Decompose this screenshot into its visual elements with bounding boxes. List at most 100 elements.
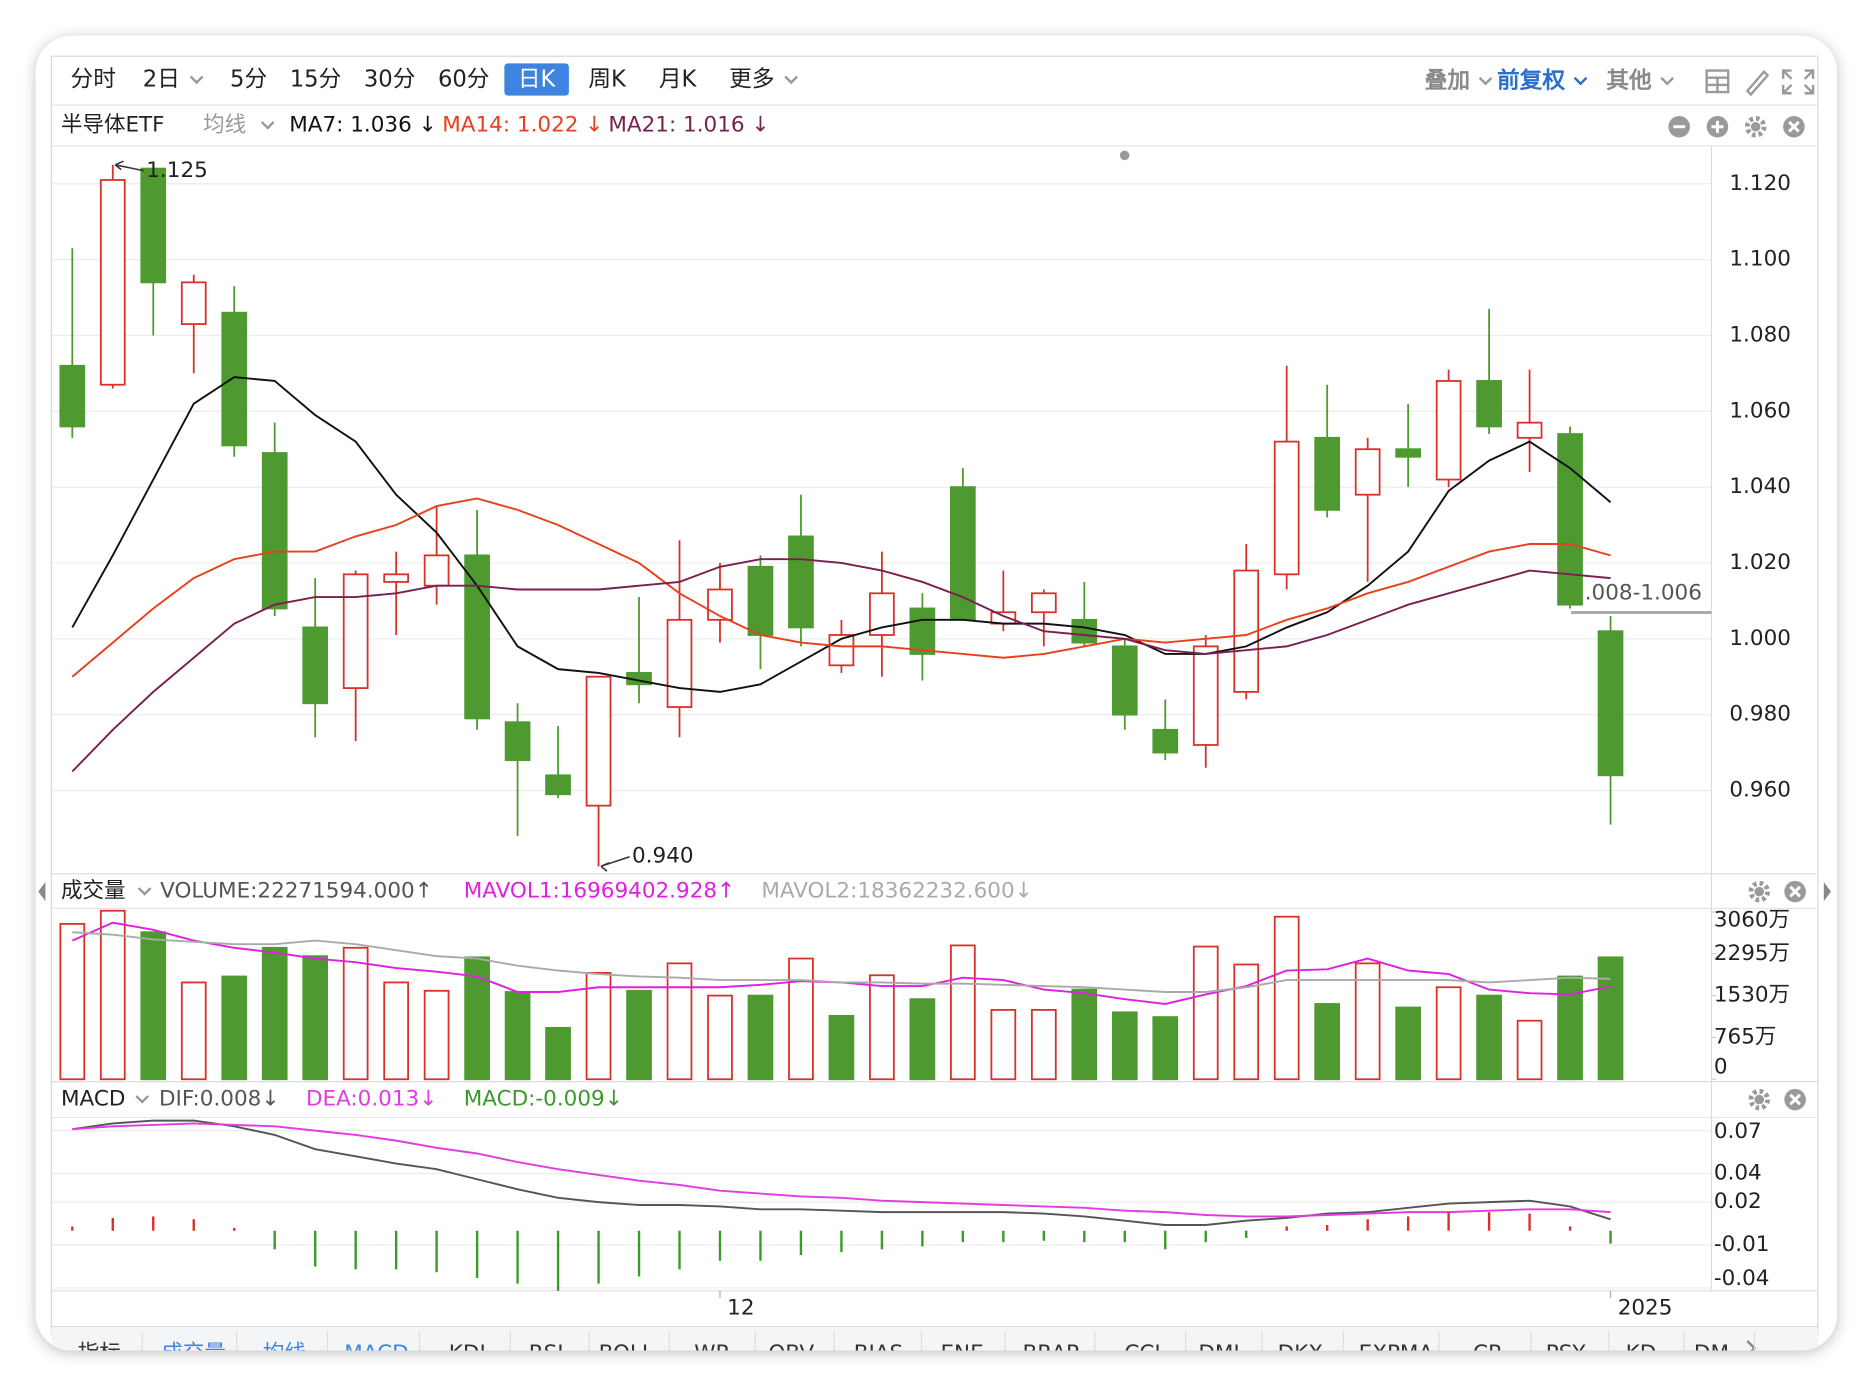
legend-entry: VOLUME:22271594.000↑ — [160, 879, 433, 904]
dropdown-arrow[interactable] — [260, 121, 275, 130]
settings-icon[interactable] — [1748, 880, 1771, 903]
y-tick-label: 1.080 — [1729, 322, 1791, 347]
series-line — [71, 497, 1611, 678]
x-tick-label: 2025 — [1618, 1296, 1673, 1321]
indicator-label[interactable]: 均线 — [203, 113, 246, 138]
candle-body — [1030, 592, 1057, 614]
indicator-tab[interactable]: KDJ — [449, 1341, 486, 1366]
y-tick-label: 1.000 — [1729, 626, 1791, 651]
candle-body — [788, 535, 814, 629]
volume-bar — [1233, 963, 1260, 1081]
indicator-tab[interactable]: BOLL — [599, 1341, 654, 1366]
dropdown-arrow[interactable] — [137, 887, 152, 896]
volume-bar — [1030, 1009, 1057, 1081]
indicator-tab[interactable]: RSI — [529, 1341, 564, 1366]
close-icon[interactable] — [1783, 115, 1805, 138]
indicator-tab[interactable]: BIAS — [854, 1341, 903, 1366]
series-line — [71, 558, 1611, 773]
collapse-icon[interactable] — [1668, 115, 1690, 138]
y-tick-label: 2295万 — [1714, 941, 1790, 966]
indicator-tab[interactable]: DM — [1694, 1341, 1729, 1366]
indicator-tab[interactable]: CR — [1473, 1341, 1503, 1366]
dropdown-arrow[interactable] — [1660, 76, 1675, 86]
indicator-tab[interactable]: ENE — [940, 1341, 983, 1366]
layout-icon[interactable] — [1705, 69, 1730, 94]
dropdown-arrow[interactable] — [135, 1095, 150, 1104]
period-tab[interactable]: 5分 — [230, 67, 267, 93]
indicator-tab[interactable]: BRAR — [1023, 1341, 1082, 1366]
draw-icon[interactable] — [1745, 69, 1770, 97]
dropdown-arrow[interactable] — [784, 75, 798, 85]
volume-bar — [1476, 994, 1502, 1081]
y-tick-label: 1.060 — [1729, 398, 1791, 423]
option-menu[interactable]: 前复权 — [1497, 67, 1565, 94]
indicator-tab[interactable]: DMI — [1198, 1341, 1239, 1366]
period-tab[interactable]: 2日 — [143, 67, 180, 93]
indicator-tab[interactable]: 成交量 — [161, 1341, 226, 1366]
dropdown-arrow[interactable] — [1573, 76, 1588, 86]
close-icon[interactable] — [1784, 880, 1806, 903]
period-tab[interactable]: 更多 — [729, 67, 774, 93]
indicator-tab[interactable]: DKX — [1278, 1341, 1324, 1366]
period-tab[interactable]: 周K — [588, 67, 627, 93]
y-tick-label: 1530万 — [1714, 983, 1790, 1008]
legend-entry: MAVOL2:18362232.600↓ — [761, 879, 1032, 904]
indicator-tab[interactable]: WR — [694, 1341, 730, 1366]
indicator-tab[interactable]: EXPMA — [1359, 1341, 1434, 1366]
expand-icon[interactable] — [1706, 115, 1729, 138]
period-tab[interactable]: 日K — [518, 67, 557, 93]
close-icon[interactable] — [1784, 1088, 1806, 1111]
scroll-left[interactable] — [38, 882, 46, 902]
dropdown-arrow[interactable] — [1478, 76, 1493, 86]
annotation-arrow — [114, 160, 145, 172]
indicator-tab[interactable]: CCI — [1124, 1341, 1160, 1366]
volume-bar — [1314, 1003, 1341, 1081]
legend-entry: MACD:-0.009↓ — [464, 1087, 623, 1112]
volume-bar — [59, 922, 86, 1081]
volume-bar — [221, 975, 248, 1081]
settings-icon[interactable] — [1744, 115, 1767, 138]
candle-body — [59, 364, 86, 428]
indicator-tab[interactable]: 均线 — [263, 1341, 306, 1366]
candle-body — [1435, 380, 1462, 481]
settings-icon[interactable] — [1748, 1088, 1771, 1111]
period-tab[interactable]: 60分 — [438, 67, 490, 93]
y-tick-label: 765万 — [1714, 1024, 1777, 1049]
candle-body — [99, 179, 126, 386]
panel-title[interactable]: MACD — [61, 1087, 125, 1112]
option-menu[interactable]: 其他 — [1606, 68, 1652, 94]
indicator-tab[interactable]: KD — [1626, 1341, 1657, 1366]
candle-body — [464, 554, 490, 720]
candle-body — [1314, 436, 1341, 511]
volume-bar — [1597, 956, 1624, 1081]
indicator-tab[interactable]: OBV — [768, 1341, 814, 1366]
period-tab[interactable]: 30分 — [364, 67, 416, 93]
volume-bar — [261, 946, 288, 1081]
y-tick-label: 3060万 — [1714, 907, 1790, 932]
y-tick-label: 1.120 — [1729, 171, 1791, 196]
period-tab[interactable]: 15分 — [290, 67, 342, 93]
candle-body — [869, 592, 895, 636]
candle-body — [261, 452, 288, 610]
period-tab[interactable]: 分时 — [71, 67, 116, 93]
drag-handle[interactable] — [1119, 150, 1130, 161]
volume-bar — [747, 994, 774, 1081]
series-line — [72, 1122, 1611, 1218]
indicator-tab[interactable]: PSY — [1546, 1341, 1587, 1366]
series-line — [72, 1119, 1611, 1226]
legend-entry: MA14: 1.022 ↓ — [442, 113, 603, 138]
scroll-right[interactable] — [1823, 882, 1831, 902]
volume-bar — [342, 946, 369, 1081]
volume-bar — [423, 989, 450, 1081]
volume-bar — [909, 998, 936, 1081]
indicator-tab[interactable]: MACD — [344, 1341, 408, 1366]
fullscreen-icon[interactable] — [1781, 69, 1815, 95]
dropdown-arrow[interactable] — [189, 75, 204, 85]
period-tab[interactable]: 月K — [659, 67, 698, 93]
candle-body — [1152, 728, 1179, 754]
candle-body — [1273, 440, 1300, 576]
option-menu[interactable]: 叠加 — [1425, 68, 1470, 94]
panel-title[interactable]: 成交量 — [61, 879, 126, 904]
indicator-tab[interactable]: 指标 — [78, 1341, 121, 1366]
